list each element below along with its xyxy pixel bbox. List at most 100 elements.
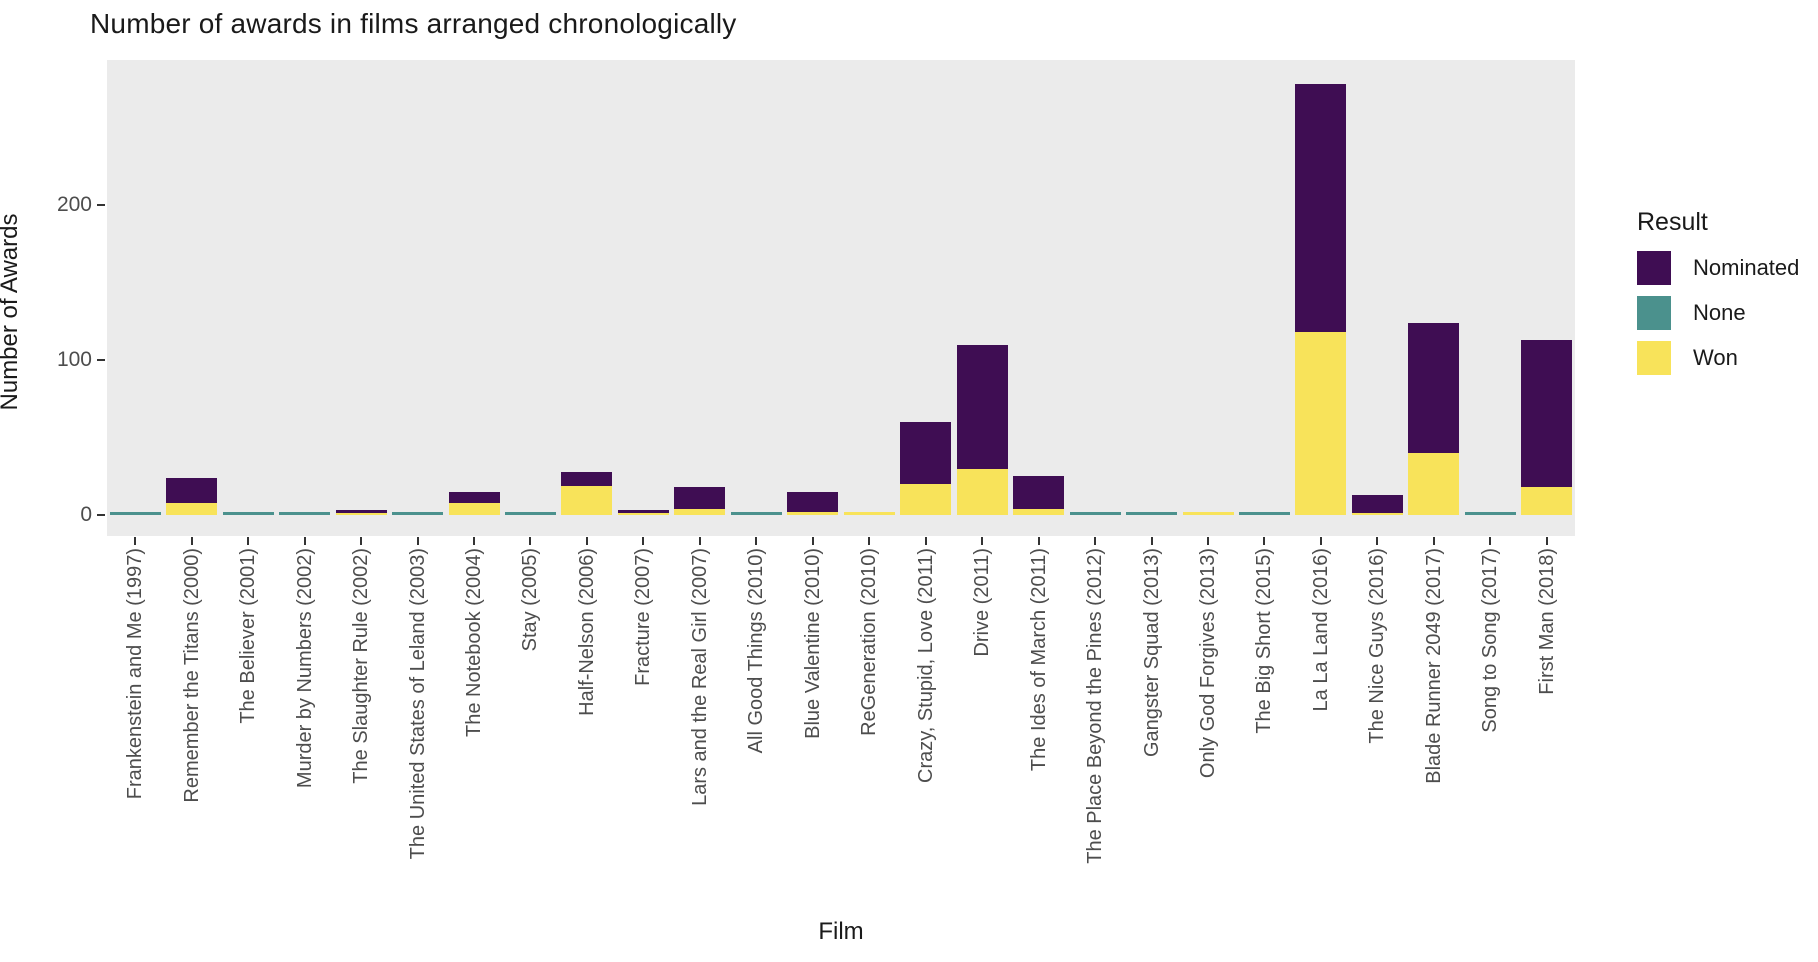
x-tick-label: All Good Things (2010) bbox=[745, 548, 768, 754]
legend-label: None bbox=[1693, 300, 1746, 325]
x-tick-mark bbox=[868, 537, 871, 545]
x-axis-title: Film bbox=[818, 918, 864, 945]
legend-entry-none: None bbox=[1637, 296, 1817, 330]
x-tick-label: The Nice Guys (2016) bbox=[1366, 548, 1389, 744]
x-tick-mark bbox=[473, 537, 475, 545]
x-tick-label: Blue Valentine (2010) bbox=[801, 548, 824, 739]
x-tick-label: ReGeneration (2010) bbox=[858, 548, 881, 736]
bar-segment-none bbox=[1238, 511, 1290, 515]
bar-segment-nominated bbox=[956, 344, 1008, 469]
x-tick-label: Fracture (2007) bbox=[632, 548, 655, 686]
x-tick-label: The United States of Leland (2003) bbox=[406, 548, 429, 860]
bar-segment-won bbox=[787, 511, 839, 515]
bar-segment-won bbox=[956, 468, 1008, 515]
x-tick-mark bbox=[529, 537, 532, 545]
bar-segment-nominated bbox=[787, 491, 839, 512]
x-tick-mark bbox=[585, 537, 588, 545]
x-tick-mark bbox=[134, 537, 137, 545]
bar-segment-nominated bbox=[335, 510, 387, 514]
bar-segment-nominated bbox=[617, 510, 669, 514]
x-tick-label: La La Land (2016) bbox=[1309, 548, 1332, 712]
bar-segment-none bbox=[1069, 511, 1121, 515]
bar-segment-nominated bbox=[561, 471, 613, 486]
bar-segment-won bbox=[561, 485, 613, 515]
x-tick-label: Blade Runner 2049 (2017) bbox=[1422, 548, 1445, 784]
x-tick-mark bbox=[1207, 537, 1209, 545]
x-tick-mark bbox=[1489, 537, 1492, 545]
x-tick-label: Song to Song (2017) bbox=[1479, 548, 1502, 733]
legend-swatch-nominated bbox=[1637, 251, 1671, 285]
x-tick-label: Frankenstein and Me (1997) bbox=[124, 548, 147, 800]
bar-segment-nominated bbox=[674, 487, 726, 509]
x-tick-label: The Place Beyond the Pines (2012) bbox=[1084, 548, 1107, 864]
bar-segment-won bbox=[1408, 453, 1460, 515]
legend-label: Nominated bbox=[1693, 255, 1800, 280]
x-tick-label: The Believer (2001) bbox=[237, 548, 260, 724]
x-tick-mark bbox=[190, 537, 193, 545]
legend-entry-won: Won bbox=[1637, 341, 1817, 375]
bar-segment-nominated bbox=[1013, 476, 1065, 509]
y-tick-label: 100 bbox=[56, 348, 92, 371]
bar-segment-none bbox=[730, 511, 782, 515]
x-tick-mark bbox=[247, 537, 250, 545]
x-tick-mark bbox=[1037, 537, 1040, 545]
x-tick-label: Half-Nelson (2006) bbox=[575, 548, 598, 716]
chart-title: Number of awards in films arranged chron… bbox=[90, 8, 737, 39]
y-tick-mark bbox=[97, 204, 105, 206]
x-tick-mark bbox=[1545, 537, 1548, 545]
x-tick-label: Drive (2011) bbox=[971, 548, 994, 657]
x-tick-mark bbox=[1263, 537, 1266, 545]
x-tick-mark bbox=[924, 537, 927, 545]
y-tick-mark bbox=[97, 514, 105, 516]
y-tick-label: 200 bbox=[56, 193, 92, 216]
x-tick-label: Crazy, Stupid, Love (2011) bbox=[914, 548, 937, 783]
bar-segment-won bbox=[843, 512, 895, 515]
bar-segment-won bbox=[448, 502, 500, 515]
bar-segment-none bbox=[109, 511, 161, 515]
legend-entries: Nominated None Won bbox=[1637, 251, 1817, 375]
legend-label: Won bbox=[1693, 345, 1738, 370]
bar-segment-nominated bbox=[1408, 322, 1460, 453]
bar-segment-won bbox=[166, 502, 218, 515]
legend: Result Nominated None Won bbox=[1637, 208, 1817, 386]
x-tick-label: Lars and the Real Girl (2007) bbox=[688, 548, 711, 806]
bar-segment-none bbox=[222, 511, 274, 515]
x-tick-mark bbox=[698, 537, 701, 545]
x-tick-mark bbox=[1376, 537, 1379, 545]
x-tick-label: First Man (2018) bbox=[1535, 548, 1558, 695]
bar-segment-won bbox=[1295, 332, 1347, 515]
bar-segment-won bbox=[1351, 512, 1403, 515]
legend-entry-nominated: Nominated bbox=[1637, 251, 1817, 285]
x-tick-label: The Ides of March (2011) bbox=[1027, 548, 1050, 772]
bar-segment-nominated bbox=[448, 491, 500, 503]
bar-segment-won bbox=[335, 512, 387, 515]
bar-segment-won bbox=[1182, 512, 1234, 515]
legend-swatch-none bbox=[1637, 296, 1671, 330]
y-axis-title-text: Number of Awards bbox=[0, 213, 23, 411]
x-tick-label: Remember the Titans (2000) bbox=[180, 548, 203, 803]
x-tick-mark bbox=[642, 537, 645, 545]
x-tick-mark bbox=[303, 537, 306, 545]
bar-segment-none bbox=[504, 511, 556, 515]
x-tick-label: Stay (2005) bbox=[519, 548, 542, 652]
x-tick-mark bbox=[1432, 537, 1435, 545]
plot-panel bbox=[107, 60, 1575, 536]
x-tick-mark bbox=[1150, 537, 1153, 545]
bar-segment-won bbox=[617, 512, 669, 515]
bar-segment-won bbox=[674, 508, 726, 515]
bar-segment-won bbox=[1013, 508, 1065, 515]
legend-title: Result bbox=[1637, 208, 1708, 236]
bar-segment-none bbox=[1464, 511, 1516, 515]
bar-segment-nominated bbox=[900, 422, 952, 484]
bar-segment-nominated bbox=[1351, 494, 1403, 514]
bar-segment-won bbox=[1521, 487, 1573, 515]
x-tick-label: Gangster Squad (2013) bbox=[1140, 548, 1163, 758]
x-tick-label: The Big Short (2015) bbox=[1253, 548, 1276, 734]
bar-segment-none bbox=[1126, 511, 1178, 515]
x-tick-label: Murder by Numbers (2002) bbox=[293, 548, 316, 789]
x-tick-mark bbox=[811, 537, 814, 545]
x-tick-mark bbox=[1094, 537, 1097, 545]
x-tick-label: Only God Forgives (2013) bbox=[1197, 548, 1219, 779]
x-tick-mark bbox=[981, 537, 984, 545]
